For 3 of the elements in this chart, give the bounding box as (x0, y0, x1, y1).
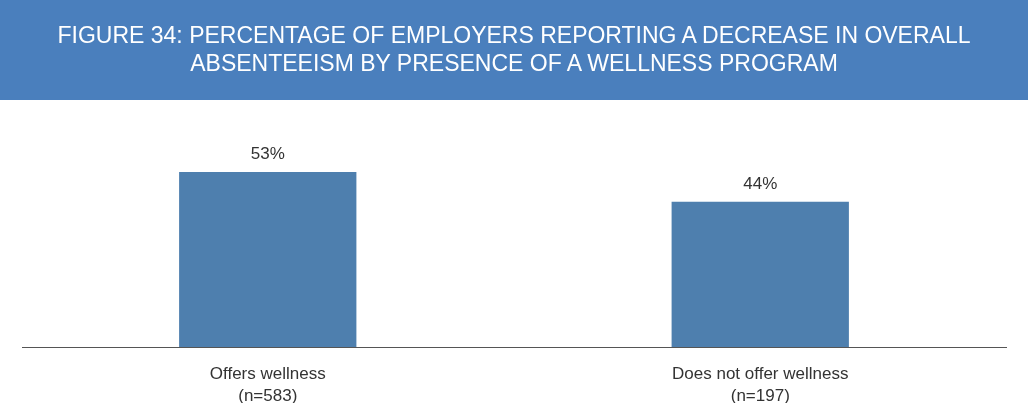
data-label: 44% (743, 173, 778, 193)
chart-title: FIGURE 34: PERCENTAGE OF EMPLOYERS REPORTING A DECREASE IN OVERALL ABSENTEEISM BY PRESENCE OF A WELLNESS PROGRAM (57, 22, 971, 76)
data-label: 53% (250, 144, 285, 163)
